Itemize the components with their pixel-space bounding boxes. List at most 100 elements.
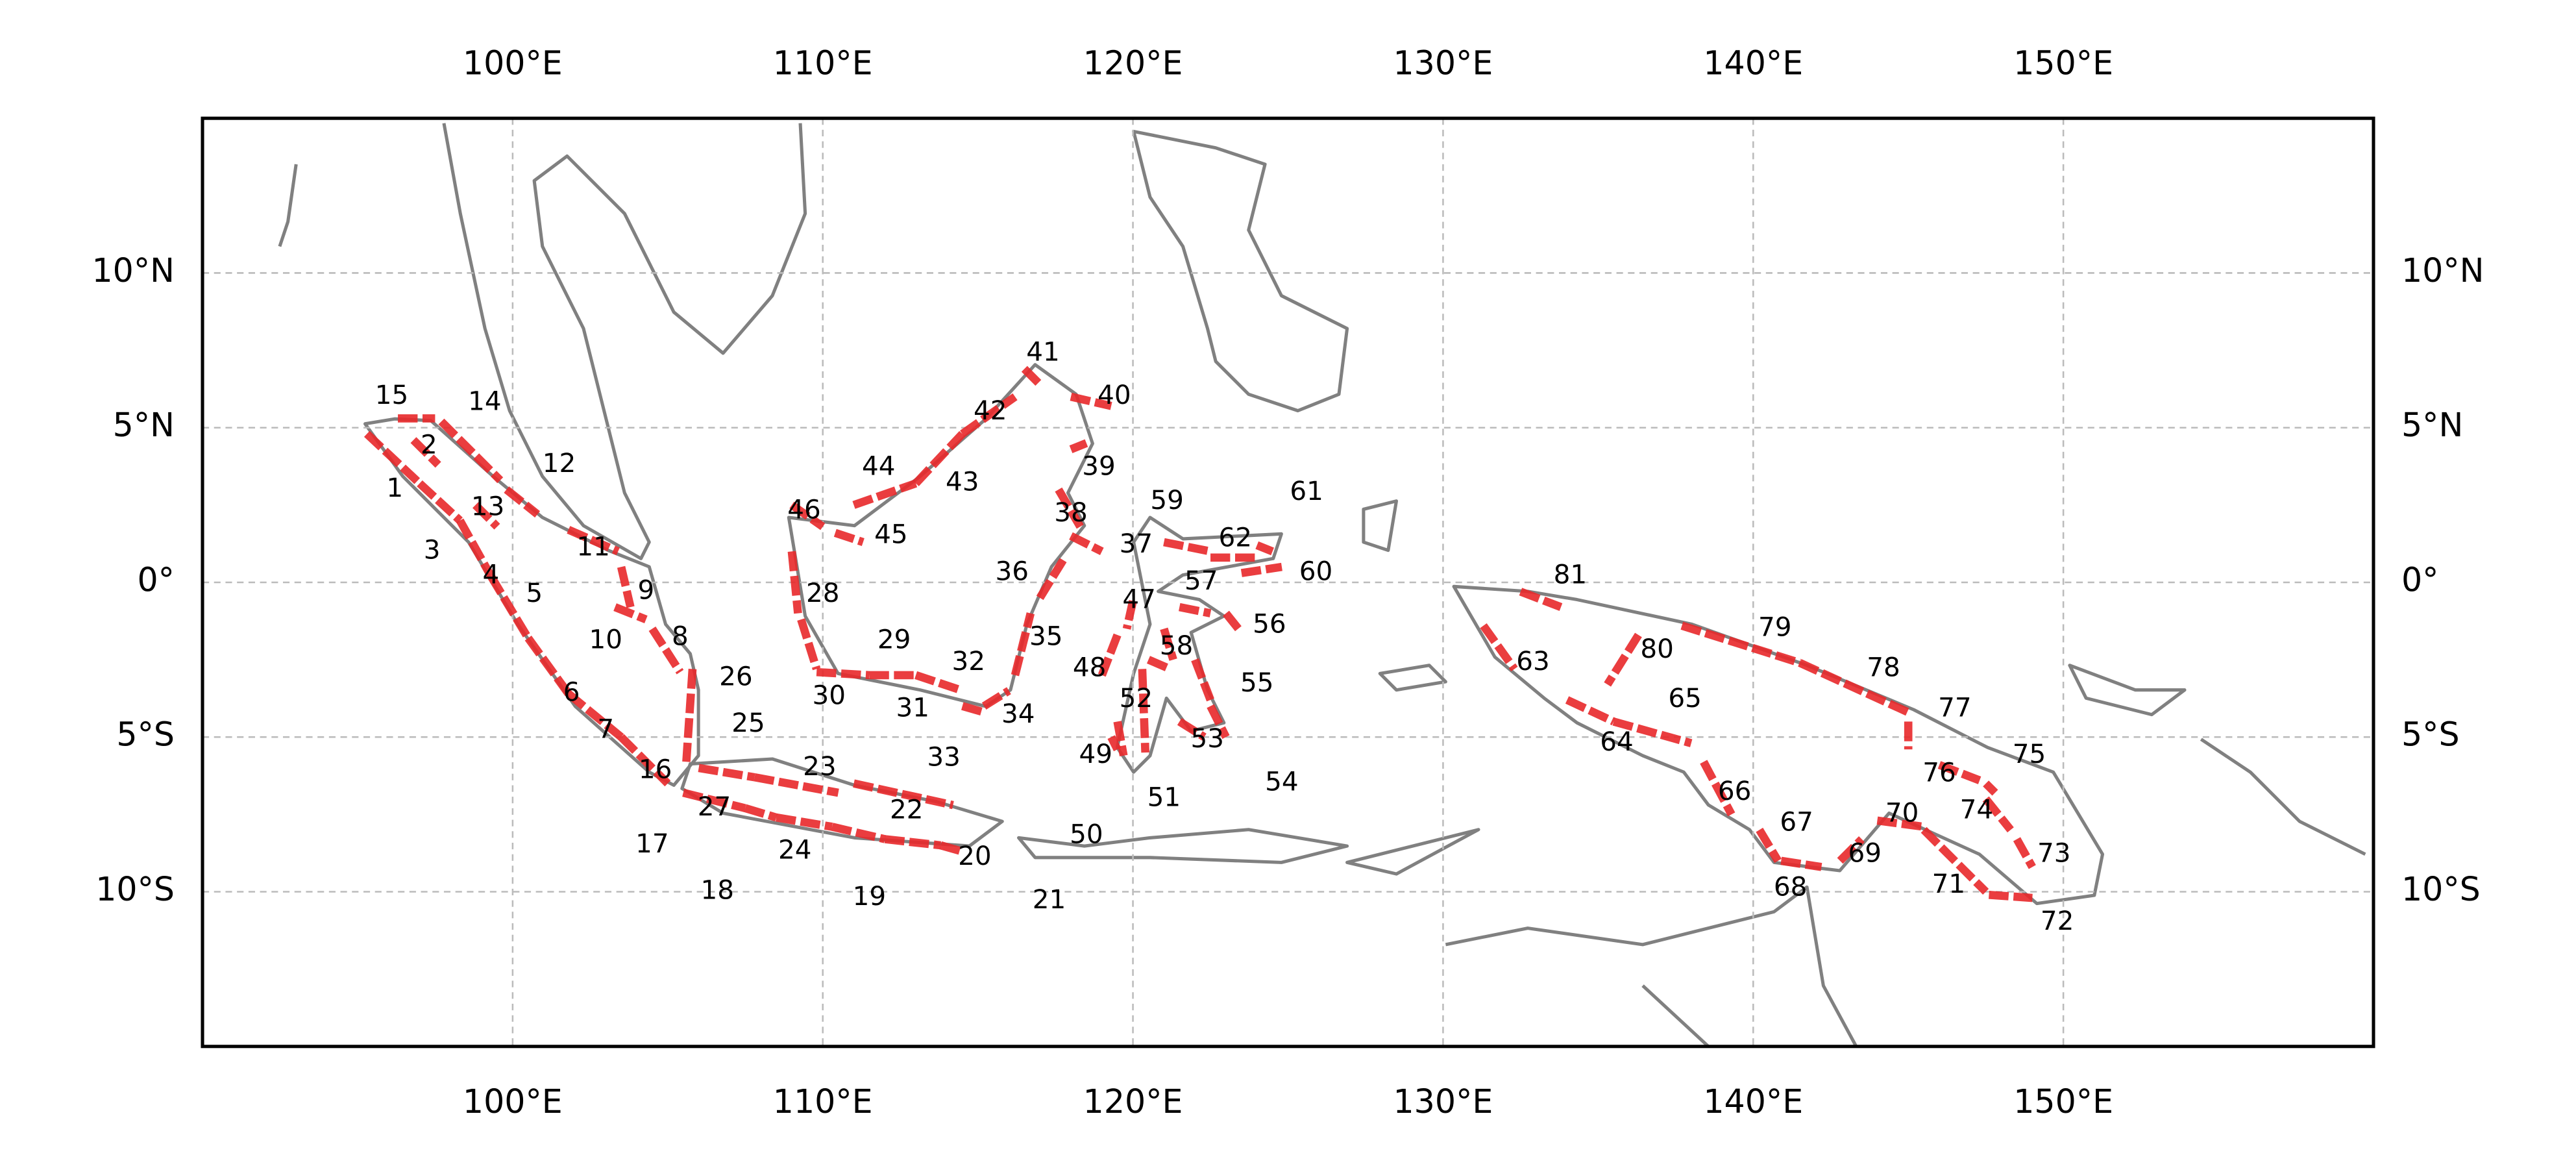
coast-segment — [487, 574, 532, 641]
coast-segment — [1055, 487, 1084, 529]
segment-label: 46 — [787, 493, 821, 525]
segment-label: 12 — [543, 447, 576, 478]
coast-segment — [504, 486, 541, 518]
coast-segment — [1519, 588, 1563, 611]
coast-segment — [853, 779, 954, 810]
segment-label: 3 — [424, 534, 441, 565]
segment-label: 25 — [731, 707, 765, 738]
coast-segment — [613, 603, 648, 624]
y-tick-label: 10°S — [95, 870, 175, 908]
segment-label: 39 — [1082, 451, 1116, 482]
coast-segment — [1565, 696, 1615, 726]
coast-segment — [1163, 538, 1212, 556]
segment-label: 15 — [375, 379, 409, 410]
coast-segment — [524, 636, 572, 697]
segment-label: 42 — [974, 395, 1007, 426]
segments — [363, 366, 2036, 902]
y-tick-label: 10°S — [2401, 870, 2481, 908]
coast-segment — [707, 795, 746, 812]
segment-label: 72 — [2041, 905, 2074, 936]
segment-label: 63 — [1516, 645, 1550, 677]
segment-label: 8 — [672, 621, 689, 652]
coast-segment — [698, 764, 755, 782]
coast-segment — [1604, 632, 1642, 687]
segment-label: 70 — [1885, 797, 1919, 828]
segment-label: 27 — [698, 791, 731, 822]
coastline — [2200, 738, 2366, 856]
segment-label: 59 — [1150, 484, 1184, 516]
segment-label: 64 — [1600, 726, 1634, 757]
y-tick-label: 5°N — [2401, 406, 2463, 444]
segment-label: 69 — [1848, 837, 1882, 868]
coast-segment — [1876, 816, 1924, 831]
segment-label: 38 — [1054, 497, 1088, 528]
segment-label: 45 — [874, 518, 908, 549]
coastline — [442, 123, 807, 560]
coast-segment — [939, 841, 964, 856]
segment-label: 68 — [1774, 871, 1807, 902]
y-tick-label: 10°N — [2401, 251, 2484, 290]
coast-segment — [617, 565, 635, 608]
coast-segment — [438, 418, 504, 484]
segment-label: 58 — [1160, 630, 1194, 661]
coast-segment — [2013, 837, 2036, 869]
coast-segment — [682, 668, 697, 762]
segment-label: 44 — [862, 451, 896, 482]
coast-segment — [1988, 890, 2033, 902]
coast-segment — [884, 835, 942, 850]
segment-label: 61 — [1290, 475, 1323, 506]
coast-segment — [1098, 633, 1122, 677]
y-tick-label: 0° — [137, 560, 175, 599]
coast-segment — [1222, 610, 1242, 632]
coast-segment — [816, 667, 870, 680]
coast-segment — [565, 690, 624, 741]
segment-label: 26 — [719, 661, 753, 692]
segment-label: 36 — [995, 556, 1029, 587]
coast-segment — [960, 393, 1018, 438]
coast-segment — [789, 501, 826, 530]
coast-segment — [1756, 827, 1782, 864]
segment-label: 57 — [1184, 565, 1218, 596]
segment-label: 9 — [637, 574, 654, 605]
segment-label: 48 — [1073, 651, 1107, 682]
coast-segment — [914, 671, 964, 695]
coast-segment — [1160, 627, 1177, 661]
segment-label: 22 — [890, 794, 924, 825]
y-tick-label: 5°S — [2401, 715, 2460, 754]
coast-segment — [1122, 600, 1137, 630]
segment-label: 5 — [526, 577, 543, 608]
segment-label: 7 — [597, 714, 614, 745]
segment-label: 20 — [958, 840, 992, 871]
segment-label: 35 — [1029, 621, 1063, 652]
segment-label: 28 — [806, 577, 840, 608]
coast-segment — [1146, 656, 1172, 673]
segment-label: 65 — [1668, 682, 1702, 714]
coastline — [1362, 499, 1399, 553]
y-tick-label: 10°N — [92, 251, 175, 290]
coast-segment — [797, 618, 821, 671]
segment-label: 81 — [1554, 558, 1588, 590]
x-tick-label: 110°E — [773, 1082, 873, 1121]
segment-label: 47 — [1122, 584, 1156, 615]
coast-segment — [1612, 717, 1693, 747]
segment-label: 55 — [1240, 667, 1274, 698]
coast-segment — [1069, 532, 1104, 555]
coast-segment — [1191, 658, 1214, 702]
segment-label: 41 — [1026, 336, 1060, 367]
coastline — [1017, 828, 1349, 864]
segment-label: 31 — [896, 691, 930, 723]
segment-label: 60 — [1299, 556, 1333, 587]
x-tick-label: 150°E — [2013, 1082, 2113, 1121]
segment-label: 74 — [1960, 794, 1994, 825]
segment-label: 18 — [700, 874, 734, 905]
coast-segment — [1021, 366, 1043, 388]
x-tick-label: 120°E — [1083, 1082, 1183, 1121]
segment-label: 76 — [1922, 756, 1956, 788]
segment-label: 16 — [639, 754, 672, 785]
coast-segment — [1069, 439, 1088, 453]
coast-segment — [1011, 612, 1035, 677]
segment-label: 73 — [2037, 837, 2071, 868]
x-tick-label: 150°E — [2013, 44, 2113, 82]
